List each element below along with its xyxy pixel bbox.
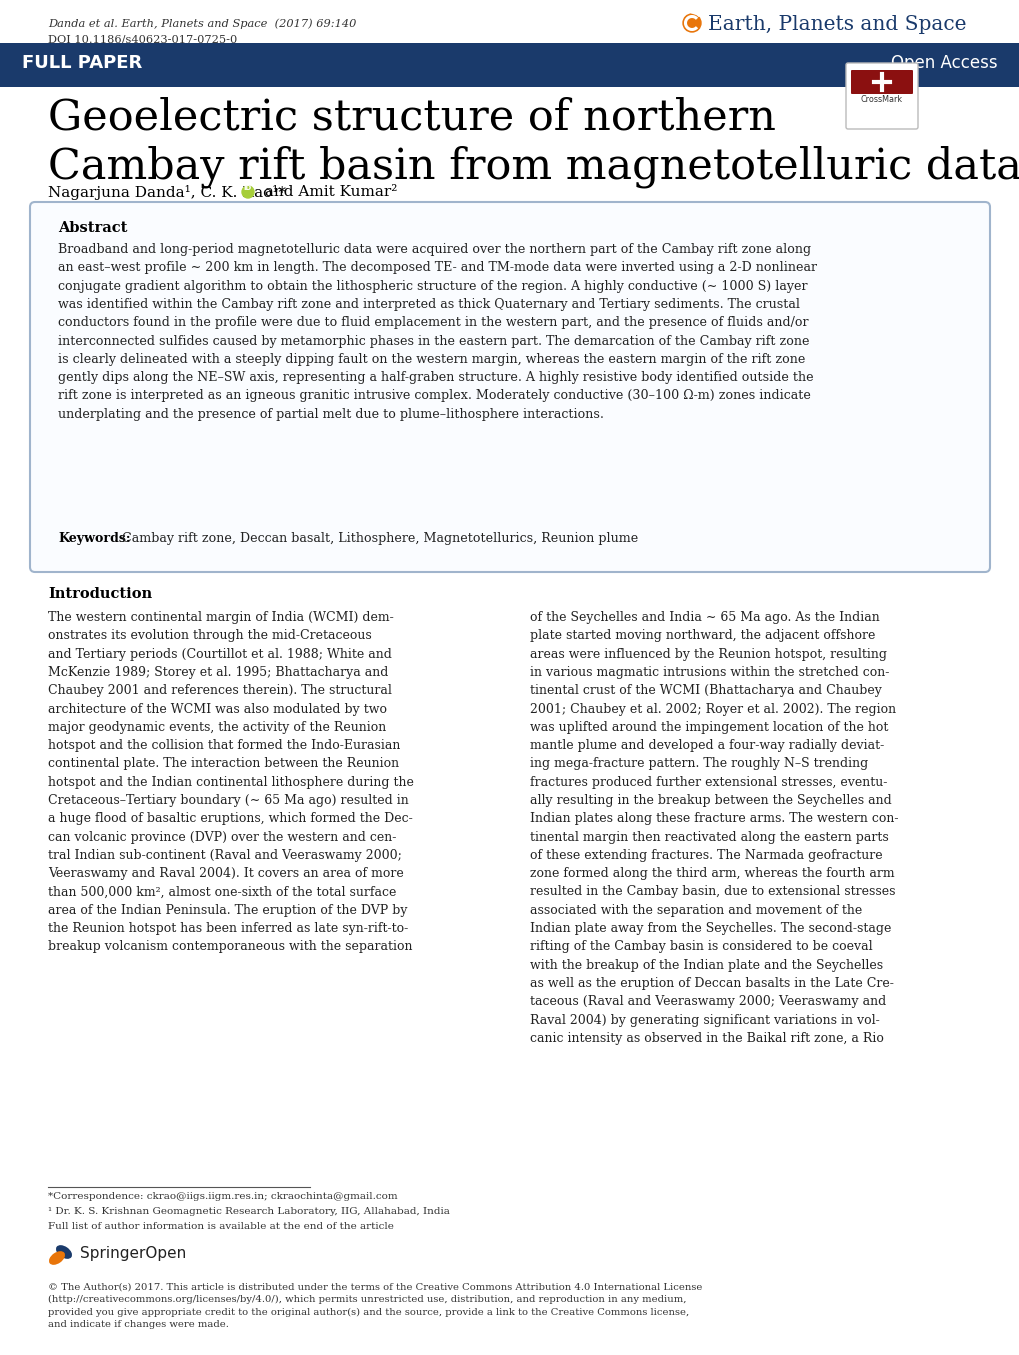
Text: ¹ Dr. K. S. Krishnan Geomagnetic Research Laboratory, IIG, Allahabad, India: ¹ Dr. K. S. Krishnan Geomagnetic Researc…: [48, 1207, 449, 1215]
Text: Geoelectric structure of northern: Geoelectric structure of northern: [48, 98, 775, 140]
Text: DOI 10.1186/s40623-017-0725-0: DOI 10.1186/s40623-017-0725-0: [48, 35, 237, 45]
Text: Danda et al. Earth, Planets and Space  (2017) 69:140: Danda et al. Earth, Planets and Space (2…: [48, 18, 356, 28]
FancyBboxPatch shape: [850, 70, 912, 93]
Text: Broadband and long-period magnetotelluric data were acquired over the northern p: Broadband and long-period magnetotelluri…: [58, 243, 816, 420]
Text: Abstract: Abstract: [58, 221, 127, 234]
Text: © The Author(s) 2017. This article is distributed under the terms of the Creativ: © The Author(s) 2017. This article is di…: [48, 1283, 702, 1329]
Text: FULL PAPER: FULL PAPER: [22, 54, 142, 72]
Text: of the Seychelles and India ∼ 65 Ma ago. As the Indian
plate started moving nort: of the Seychelles and India ∼ 65 Ma ago.…: [530, 611, 898, 1045]
Text: Introduction: Introduction: [48, 587, 152, 602]
Text: iD: iD: [244, 186, 252, 191]
FancyBboxPatch shape: [0, 43, 1019, 87]
Text: SpringerOpen: SpringerOpen: [79, 1247, 186, 1262]
Text: The western continental margin of India (WCMI) dem-
onstrates its evolution thro: The western continental margin of India …: [48, 611, 414, 954]
FancyBboxPatch shape: [845, 62, 917, 129]
Text: Open Access: Open Access: [891, 54, 997, 72]
Text: Nagarjuna Danda¹, C. K. Rao¹*: Nagarjuna Danda¹, C. K. Rao¹*: [48, 186, 285, 201]
Text: Cambay rift basin from magnetotelluric data: Cambay rift basin from magnetotelluric d…: [48, 145, 1019, 187]
Text: and Amit Kumar²: and Amit Kumar²: [260, 186, 397, 199]
Text: Cambay rift zone, Deccan basalt, Lithosphere, Magnetotellurics, Reunion plume: Cambay rift zone, Deccan basalt, Lithosp…: [122, 533, 638, 545]
Text: Keywords:: Keywords:: [58, 533, 130, 545]
Ellipse shape: [56, 1245, 72, 1259]
Text: *Correspondence: ckrao@iigs.iigm.res.in; ckraochinta@gmail.com: *Correspondence: ckrao@iigs.iigm.res.in;…: [48, 1192, 397, 1201]
Circle shape: [683, 14, 700, 33]
Circle shape: [242, 186, 254, 198]
FancyBboxPatch shape: [30, 202, 989, 572]
Text: Earth, Planets and Space: Earth, Planets and Space: [707, 15, 966, 34]
Text: Full list of author information is available at the end of the article: Full list of author information is avail…: [48, 1222, 393, 1230]
Ellipse shape: [49, 1251, 65, 1264]
Text: CrossMark: CrossMark: [860, 95, 902, 104]
